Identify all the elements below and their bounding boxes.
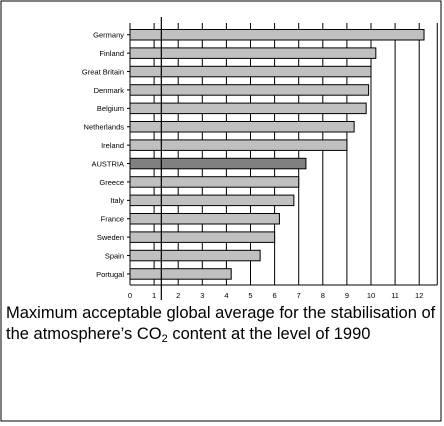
x-tick-label: 5 [248, 291, 252, 300]
x-tick-label: 2 [176, 291, 180, 300]
annotation-text-2: content at the level of 1990 [167, 325, 371, 343]
x-tick-label: 9 [345, 291, 349, 300]
category-label: Finland [99, 49, 124, 58]
bar-belgium [129, 102, 367, 115]
category-labels: Germany Finland Great Britain Denmark Belgiu… [82, 31, 124, 279]
x-tick-label: 8 [321, 291, 325, 300]
bar-great-britain [129, 65, 372, 78]
bar-netherlands [129, 121, 355, 133]
bars [127, 29, 425, 280]
bar-france [129, 213, 280, 225]
reference-line-annotation: Maximum acceptable global average for th… [6, 303, 440, 345]
x-tick-label: 7 [297, 291, 301, 300]
bar-germany [129, 29, 425, 41]
category-label: Greece [99, 178, 124, 187]
category-label: Denmark [94, 86, 125, 95]
category-label: AUSTRIA [91, 159, 124, 168]
category-label: Belgium [97, 104, 124, 113]
bar-greece [129, 176, 300, 188]
x-tick-label: 6 [273, 291, 277, 300]
category-label: France [101, 215, 124, 224]
bar-ireland [129, 139, 348, 151]
category-label: Spain [105, 251, 124, 260]
x-tick-label: 11 [391, 291, 399, 300]
x-tick-label: 10 [367, 291, 375, 300]
bar-portugal [129, 268, 232, 280]
category-label: Sweden [97, 233, 124, 242]
x-tick-label: 12 [415, 291, 423, 300]
x-tick-label: 0 [128, 291, 132, 300]
category-label: Ireland [101, 141, 124, 150]
bar-spain [129, 249, 261, 262]
annotation-text-1: Maximum acceptable global average for th… [6, 304, 436, 343]
category-label: Germany [93, 31, 124, 40]
x-tick-label: 3 [200, 291, 204, 300]
annotation-subscript: 2 [161, 333, 168, 345]
x-tick-label: 4 [224, 291, 228, 300]
bar-austria [129, 157, 307, 170]
bar-sweden [129, 231, 276, 243]
bar-italy [129, 194, 295, 207]
category-label: Netherlands [84, 123, 125, 132]
bar-denmark [129, 84, 370, 96]
category-label: Italy [110, 196, 124, 205]
category-label: Portugal [96, 270, 124, 279]
category-label: Great Britain [82, 67, 124, 76]
bar-finland [129, 47, 377, 59]
x-tick-labels: 0 1 2 3 4 5 6 7 8 9 10 11 12 [128, 291, 423, 300]
x-tick-label: 1 [152, 291, 156, 300]
